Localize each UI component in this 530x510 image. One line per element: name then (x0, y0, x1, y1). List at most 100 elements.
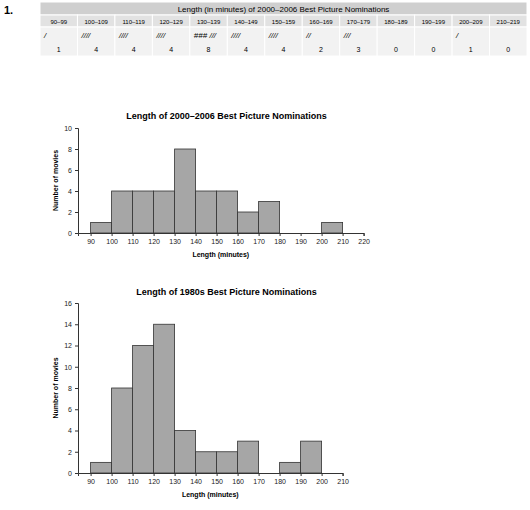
table-count: 2 (319, 46, 323, 53)
table-count: 8 (207, 46, 211, 53)
x-axis-title: Length (minutes) (182, 491, 239, 499)
table-header-cell (227, 15, 264, 27)
tick: 180 (274, 233, 286, 245)
tick-mark (75, 128, 78, 129)
tick-mark (259, 233, 260, 236)
table-cell (452, 27, 489, 56)
axis-line (79, 234, 365, 237)
table-header: 210–219 (497, 19, 521, 25)
tick-mark (322, 233, 323, 236)
tick-mark (75, 191, 78, 192)
table-tally: //// (80, 31, 91, 40)
tick: 0 (68, 470, 78, 477)
tick-mark (301, 233, 302, 236)
bar (112, 191, 133, 233)
tally-table: Length (in minutes) of 2000–2006 Best Pi… (40, 2, 527, 56)
bars (91, 324, 322, 473)
bar (238, 441, 259, 473)
tick-label: 180 (274, 478, 286, 485)
table-count: 1 (469, 46, 473, 53)
table-header-cell (40, 15, 77, 27)
tick-label: 100 (106, 478, 118, 485)
bar (112, 388, 133, 473)
tick-mark (301, 473, 302, 476)
tick-label: 200 (316, 238, 328, 245)
tick-mark (75, 473, 78, 474)
tick-label: 150 (211, 238, 223, 245)
tick-mark (75, 324, 78, 325)
table-tally: //// (118, 31, 129, 40)
tick: 190 (295, 233, 307, 245)
tick-label: 110 (128, 238, 139, 245)
y-axis: 0246810121416 (64, 300, 78, 477)
table-header-cell (452, 15, 489, 27)
bar (91, 462, 112, 473)
tick: 190 (295, 473, 307, 485)
tick-label: 12 (64, 342, 72, 349)
tick: 140 (190, 473, 202, 485)
tick-label: 2 (68, 209, 72, 216)
table-cell (190, 27, 227, 56)
tick: 130 (169, 233, 181, 245)
tick-label: 120 (148, 238, 160, 245)
tick: 110 (128, 233, 139, 245)
tick-mark (75, 233, 78, 234)
table-header: 130–139 (197, 19, 221, 25)
tick-mark (280, 233, 281, 236)
table-header-cell (265, 15, 302, 27)
tick-mark (91, 233, 92, 236)
tick-mark (364, 233, 365, 236)
table-header: 190–199 (422, 19, 446, 25)
table-count: 0 (431, 46, 435, 53)
tick: 4 (68, 188, 78, 195)
tick-label: 170 (253, 478, 265, 485)
bars (91, 149, 343, 233)
tick: 200 (316, 473, 328, 485)
tick-mark (75, 388, 78, 389)
tick: 150 (211, 233, 223, 245)
tick-mark (238, 473, 239, 476)
tick-mark (75, 409, 78, 410)
table-header-cell (152, 15, 189, 27)
table-count: 3 (356, 46, 360, 53)
item-number: 1. (4, 4, 13, 16)
table-count: 4 (169, 46, 173, 53)
bar (196, 191, 217, 233)
bar (322, 223, 343, 234)
table-cell (227, 27, 264, 56)
bar (280, 233, 301, 234)
tick-label: 6 (68, 167, 72, 174)
bar (133, 191, 154, 233)
table-count: 4 (132, 46, 136, 53)
table-header-cell (415, 15, 452, 27)
tick: 210 (337, 233, 349, 245)
table-header: 200–209 (459, 19, 483, 25)
tick: 8 (68, 146, 78, 153)
histogram-chart: 9010011012013014015016017018019020021002… (52, 287, 349, 499)
table-header: 160–169 (309, 19, 333, 25)
tick-label: 140 (190, 238, 202, 245)
bar (280, 462, 301, 473)
tick-label: 130 (169, 238, 181, 245)
tick: 0 (68, 230, 78, 237)
table-cell (377, 27, 414, 56)
table-count: 4 (94, 46, 98, 53)
x-axis-title: Length (minutes) (192, 251, 249, 259)
bar (301, 233, 322, 234)
table-tally: /// (343, 31, 351, 40)
tick-label: 4 (68, 427, 72, 434)
tick-mark (343, 473, 344, 476)
tick-label: 110 (128, 478, 139, 485)
tick-mark (217, 233, 218, 236)
bar (196, 452, 217, 473)
tick: 160 (232, 473, 244, 485)
tick: 8 (68, 385, 78, 392)
table-cell (77, 27, 114, 56)
histogram-chart: 9010011012013014015016017018019020021022… (52, 111, 370, 259)
table-count: 0 (506, 46, 510, 53)
axis-line (79, 474, 344, 477)
bar (238, 212, 259, 233)
tick-label: 10 (64, 363, 72, 370)
tick-mark (259, 473, 260, 476)
tick: 220 (358, 233, 370, 245)
